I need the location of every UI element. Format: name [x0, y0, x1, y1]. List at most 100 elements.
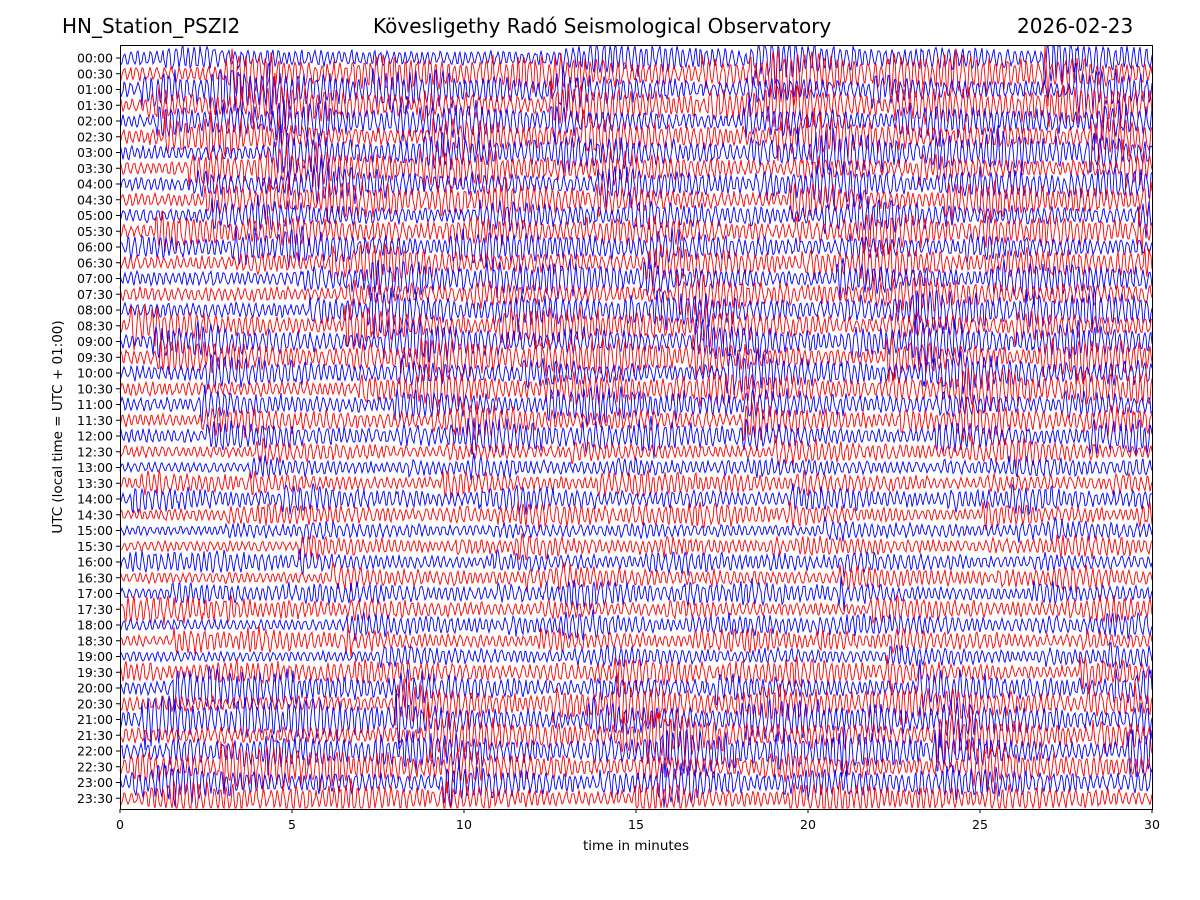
y-tick-label: 03:00	[77, 145, 113, 160]
y-tick-label: 06:30	[77, 255, 113, 270]
trace-line	[119, 594, 1153, 626]
y-tick-label: 09:00	[77, 334, 113, 349]
y-tick-label: 15:00	[77, 523, 113, 538]
trace-line	[119, 272, 1153, 318]
y-tick-label: 01:00	[77, 82, 113, 97]
y-tick-label: 00:30	[77, 66, 113, 81]
trace-line	[119, 548, 1153, 578]
trace-line	[119, 624, 1153, 658]
trace-line	[119, 482, 1153, 516]
trace-line	[119, 367, 1153, 414]
y-tick-label: 21:30	[77, 728, 113, 743]
x-tick-label: 10	[456, 817, 472, 832]
x-tick-label: 15	[628, 817, 644, 832]
trace-line	[119, 576, 1153, 612]
y-tick-label: 05:30	[77, 224, 113, 239]
y-tick-label: 02:00	[77, 114, 113, 129]
y-tick-label: 16:00	[77, 555, 113, 570]
y-tick-label: 15:30	[77, 539, 113, 554]
y-tick-label: 19:00	[77, 649, 113, 664]
y-tick-label: 18:00	[77, 618, 113, 633]
y-tick-label: 17:00	[77, 586, 113, 601]
y-tick-label: 11:30	[77, 413, 113, 428]
y-tick-label: 10:00	[77, 366, 113, 381]
trace-line	[119, 672, 1153, 729]
y-tick-label: 20:00	[77, 681, 113, 696]
y-tick-label: 17:30	[77, 602, 113, 617]
trace-line	[119, 725, 1153, 778]
y-tick-label: 11:00	[77, 397, 113, 412]
trace-line	[119, 44, 1153, 86]
x-axis-label: time in minutes	[583, 838, 689, 854]
y-tick-label: 05:00	[77, 208, 113, 223]
trace-line	[119, 500, 1153, 531]
y-tick-label: 06:00	[77, 240, 113, 255]
trace-line	[119, 655, 1153, 691]
trace-line	[119, 641, 1153, 669]
y-tick-label: 08:30	[77, 318, 113, 333]
y-tick-label: 12:00	[77, 429, 113, 444]
y-tick-label: 23:00	[77, 775, 113, 790]
trace-line	[119, 777, 1153, 810]
trace-line	[119, 334, 1153, 385]
y-tick-label: 14:00	[77, 492, 113, 507]
trace-line	[119, 207, 1153, 256]
y-tick-label: 09:30	[77, 350, 113, 365]
y-tick-label: 07:00	[77, 271, 113, 286]
x-tick-label: 25	[972, 817, 988, 832]
trace-line	[119, 304, 1153, 351]
y-tick-label: 04:30	[77, 192, 113, 207]
trace-line	[119, 72, 1153, 132]
y-tick-label: 22:30	[77, 759, 113, 774]
y-tick-label: 07:30	[77, 287, 113, 302]
y-tick-label: 03:30	[77, 161, 113, 176]
x-tick-label: 5	[288, 817, 296, 832]
trace-line	[119, 434, 1153, 470]
x-tick-label: 0	[116, 817, 124, 832]
y-tick-label: 13:00	[77, 460, 113, 475]
trace-line	[119, 177, 1153, 223]
y-tick-label: 14:30	[77, 507, 113, 522]
y-tick-label: 13:30	[77, 476, 113, 491]
trace-line	[119, 350, 1153, 397]
y-tick-label: 12:30	[77, 444, 113, 459]
station-title: HN_Station_PSZI2	[62, 14, 241, 38]
trace-line	[119, 689, 1153, 751]
y-tick-label: 22:00	[77, 744, 113, 759]
y-tick-label: 20:30	[77, 696, 113, 711]
y-tick-label: 18:30	[77, 633, 113, 648]
trace-line	[119, 515, 1153, 544]
y-tick-label: 21:00	[77, 712, 113, 727]
y-tick-label: 10:30	[77, 381, 113, 396]
trace-line	[119, 315, 1153, 367]
trace-line	[119, 397, 1153, 443]
y-tick-label: 02:30	[77, 129, 113, 144]
trace-line	[119, 761, 1153, 808]
trace-line	[119, 561, 1153, 593]
y-tick-label: 00:00	[77, 51, 113, 66]
y-tick-label: 08:00	[77, 303, 113, 318]
y-tick-label: 01:30	[77, 98, 113, 113]
x-tick-label: 30	[1144, 817, 1160, 832]
date-title: 2026-02-23	[1017, 14, 1134, 38]
trace-line	[119, 192, 1153, 239]
y-tick-label: 16:30	[77, 570, 113, 585]
trace-line	[119, 452, 1153, 481]
x-tick-label: 20	[800, 817, 816, 832]
y-tick-label: 19:30	[77, 665, 113, 680]
y-tick-label: 04:00	[77, 177, 113, 192]
trace-line	[119, 659, 1153, 713]
trace-line	[119, 609, 1153, 641]
x-axis: 0 5 10 15 20 25 30	[116, 809, 1160, 832]
trace-line	[119, 469, 1153, 500]
trace-line	[119, 139, 1153, 193]
trace-line	[119, 62, 1153, 116]
trace-line	[119, 241, 1153, 290]
trace-line	[119, 533, 1153, 561]
y-axis-label: UTC (local time = UTC + 01:00)	[50, 320, 66, 533]
trace-line	[119, 45, 1153, 107]
trace-group	[119, 44, 1153, 810]
trace-line	[119, 257, 1153, 305]
y-axis: 00:0000:3001:0001:3002:0002:3003:0003:30…	[77, 51, 120, 806]
